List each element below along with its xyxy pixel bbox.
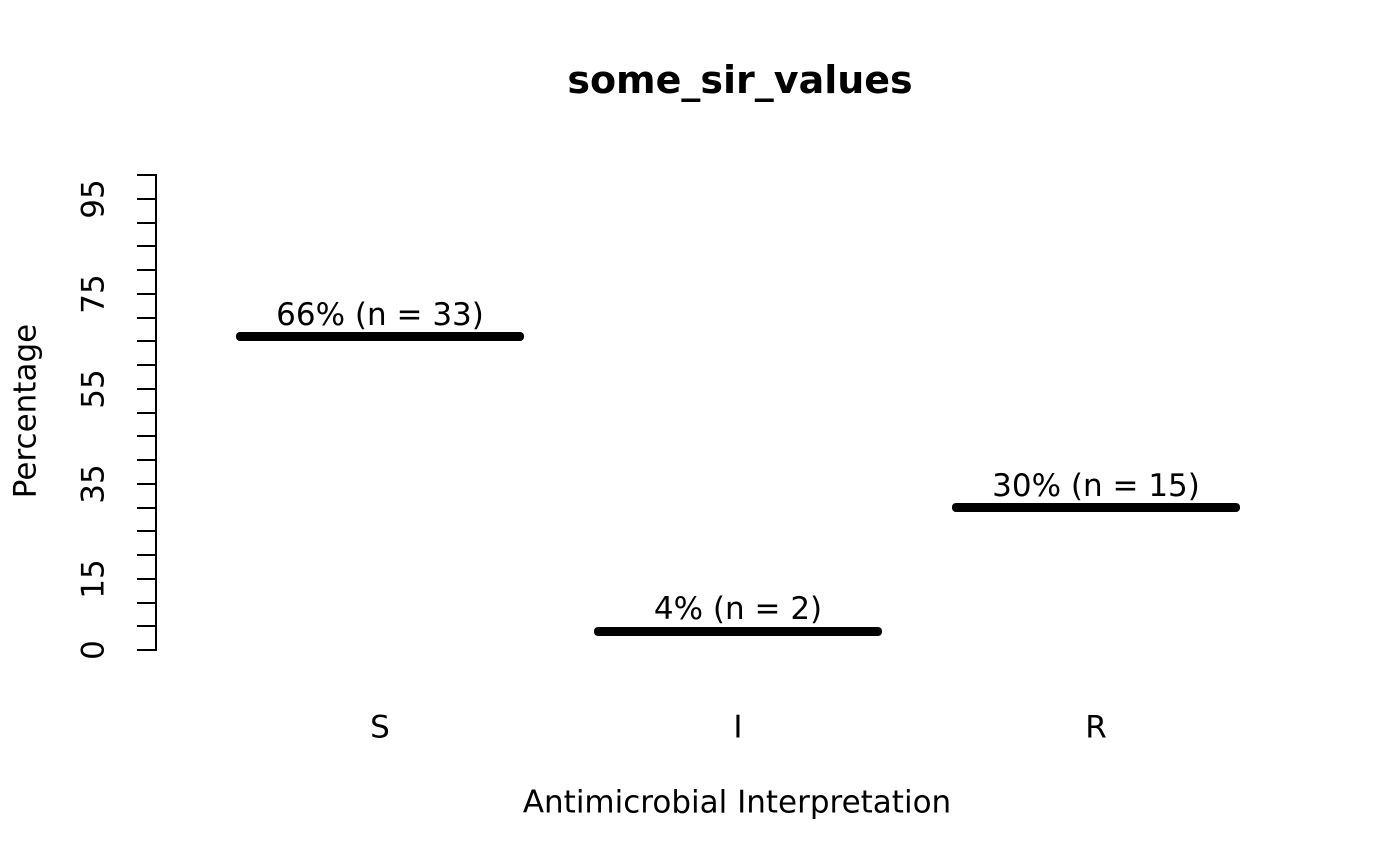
x-category-label-R: R	[1085, 709, 1107, 746]
y-tick	[137, 459, 155, 461]
chart-title: some_sir_values	[567, 58, 913, 102]
y-axis-title: Percentage	[7, 323, 44, 499]
x-axis-title: Antimicrobial Interpretation	[522, 784, 952, 821]
bar-value-label-S: 66% (n = 33)	[276, 296, 484, 333]
bar-S	[236, 332, 524, 341]
y-tick-label: 55	[75, 369, 112, 409]
bar-value-label-R: 30% (n = 15)	[992, 467, 1200, 504]
y-tick	[137, 530, 155, 533]
y-tick-label: 15	[75, 559, 112, 599]
y-tick	[137, 577, 155, 580]
bar-I	[594, 626, 882, 636]
y-tick-label: 35	[75, 464, 112, 504]
y-tick	[137, 601, 155, 604]
y-tick	[137, 269, 155, 271]
bar-value-label-I: 4% (n = 2)	[653, 591, 823, 627]
y-tick	[137, 197, 155, 200]
y-tick-label: 95	[75, 179, 112, 219]
bar-R	[952, 503, 1240, 512]
y-tick	[137, 506, 155, 509]
y-tick	[137, 625, 155, 628]
y-tick	[137, 316, 155, 319]
y-axis-line	[155, 174, 157, 651]
y-tick	[137, 387, 155, 390]
y-tick	[137, 411, 155, 414]
y-tick	[137, 221, 155, 224]
y-tick	[137, 292, 155, 295]
y-tick	[137, 435, 155, 438]
y-tick	[137, 340, 155, 343]
y-tick	[137, 649, 155, 651]
y-tick	[137, 245, 155, 248]
x-category-label-I: I	[733, 709, 743, 746]
y-tick	[137, 482, 155, 485]
y-tick	[137, 554, 155, 556]
y-tick	[137, 364, 155, 366]
x-category-label-S: S	[370, 709, 390, 746]
y-tick	[137, 174, 155, 176]
y-tick-label: 75	[75, 274, 112, 314]
y-tick-label: 0	[75, 640, 112, 660]
